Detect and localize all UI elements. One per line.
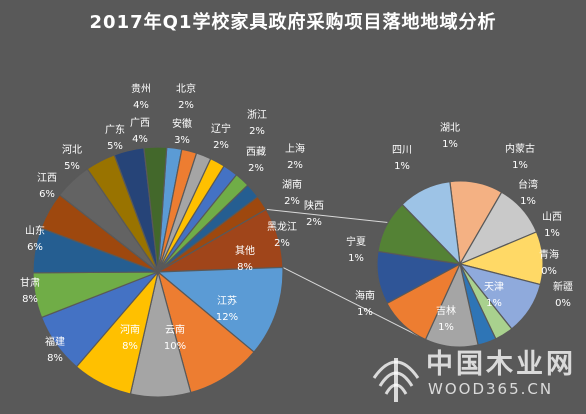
secondary-slice-label-pct: 1% bbox=[544, 228, 560, 239]
main-slice-label: 甘肃 bbox=[20, 276, 40, 289]
main-slice-label: 云南 bbox=[165, 323, 185, 336]
main-slice-label-pct: 8% bbox=[47, 353, 63, 364]
secondary-slice-label-pct: 1% bbox=[442, 139, 458, 150]
secondary-slice-label-pct: 1% bbox=[486, 298, 502, 309]
main-pie bbox=[32, 146, 284, 398]
main-slice-label: 浙江 bbox=[247, 109, 267, 121]
main-slice-label: 北京 bbox=[176, 82, 196, 95]
main-slice-label-pct: 2% bbox=[274, 238, 290, 249]
main-slice-label-pct: 6% bbox=[27, 242, 43, 253]
main-slice-label: 山东 bbox=[25, 224, 45, 237]
secondary-pie bbox=[376, 180, 544, 348]
secondary-slice-label: 吉林 bbox=[436, 304, 456, 317]
main-slice-label: 江苏 bbox=[217, 294, 237, 307]
secondary-slice-label: 宁夏 bbox=[346, 235, 366, 248]
main-slice-label-pct: 2% bbox=[249, 126, 265, 137]
secondary-slice-label: 青海 bbox=[539, 248, 559, 261]
main-slice-label-pct: 6% bbox=[39, 189, 55, 200]
main-slice-label-pct: 2% bbox=[287, 160, 303, 171]
main-slice-label-pct: 5% bbox=[107, 141, 123, 152]
secondary-slice-label-pct: 0% bbox=[541, 266, 557, 277]
main-slice-label-pct: 4% bbox=[133, 100, 149, 111]
secondary-slice-label-pct: 1% bbox=[348, 253, 364, 264]
main-slice-label-pct: 8% bbox=[122, 341, 138, 352]
secondary-slice-label: 台湾 bbox=[518, 178, 538, 191]
secondary-slice-label: 新疆 bbox=[553, 280, 573, 293]
secondary-slice-label: 内蒙古 bbox=[505, 142, 535, 155]
wood365-logo-icon bbox=[372, 358, 420, 402]
main-slice-label-pct: 8% bbox=[237, 262, 253, 273]
watermark-english-text: WOOD365.CN bbox=[428, 380, 554, 398]
main-slice-label-pct: 5% bbox=[64, 161, 80, 172]
main-slice-label: 其他 bbox=[235, 244, 255, 257]
main-slice-label-pct: 12% bbox=[216, 312, 238, 323]
secondary-slice-label: 山西 bbox=[542, 211, 562, 223]
secondary-slice-label-pct: 1% bbox=[520, 196, 536, 207]
main-slice-label-pct: 2% bbox=[178, 100, 194, 111]
main-slice-label: 广东 bbox=[105, 123, 125, 136]
connector-line-bottom bbox=[282, 266, 419, 337]
main-slice-label: 福建 bbox=[45, 335, 65, 348]
main-slice-label: 江西 bbox=[37, 172, 57, 184]
main-slice-label-pct: 10% bbox=[164, 341, 186, 352]
secondary-slice bbox=[401, 180, 461, 266]
main-slice-label: 黑龙江 bbox=[267, 220, 297, 233]
main-slice-label-pct: 4% bbox=[132, 134, 148, 145]
secondary-slice-label-pct: 1% bbox=[394, 161, 410, 172]
connector-line-top bbox=[266, 208, 389, 223]
main-slice-label-pct: 2% bbox=[306, 217, 322, 228]
main-slice bbox=[156, 266, 284, 353]
secondary-slice-label: 海南 bbox=[355, 289, 375, 302]
main-slice-label: 广西 bbox=[130, 117, 150, 129]
chart-title: 2017年Q1学校家具政府采购项目落地地域分析 bbox=[89, 12, 497, 33]
secondary-slice-label-pct: 0% bbox=[555, 298, 571, 309]
main-slice bbox=[143, 146, 168, 273]
main-slice bbox=[156, 270, 255, 394]
secondary-slice-label: 四川 bbox=[392, 145, 412, 156]
main-slice-label: 河南 bbox=[120, 323, 140, 336]
secondary-slice-label: 湖北 bbox=[440, 122, 460, 134]
main-slice-label-pct: 3% bbox=[174, 135, 190, 146]
main-slice-label: 西藏 bbox=[246, 146, 266, 158]
slice-labels: 北京 2% 辽宁 2% 浙江 2% 西藏 2% 上海 2% 湖南 2% 陕西 2% 黑龙江 2% 其他 8% 江苏 1… bbox=[20, 82, 573, 364]
connector-lines bbox=[266, 208, 419, 337]
secondary-slice-label-pct: 1% bbox=[512, 160, 528, 171]
main-slice-label: 辽宁 bbox=[211, 122, 231, 135]
main-slice-label: 贵州 bbox=[131, 82, 151, 95]
main-slice-label-pct: 8% bbox=[22, 294, 38, 305]
main-slice-label: 安徽 bbox=[172, 117, 192, 130]
watermark: 中国木业网 WOOD365.CN bbox=[368, 340, 582, 410]
main-slice-label: 上海 bbox=[285, 142, 305, 155]
main-slice-label-pct: 2% bbox=[248, 163, 264, 174]
main-slice-label-pct: 2% bbox=[213, 140, 229, 151]
main-slice-label-pct: 2% bbox=[284, 196, 300, 207]
secondary-slice-label: 天津 bbox=[484, 281, 504, 293]
main-slice-label: 河北 bbox=[62, 144, 82, 156]
main-slice-label: 陕西 bbox=[304, 199, 324, 212]
watermark-chinese-text: 中国木业网 bbox=[426, 349, 576, 380]
main-slice-label: 湖南 bbox=[282, 178, 302, 191]
secondary-slice-label-pct: 1% bbox=[438, 322, 454, 333]
secondary-slice-label-pct: 1% bbox=[357, 307, 373, 318]
